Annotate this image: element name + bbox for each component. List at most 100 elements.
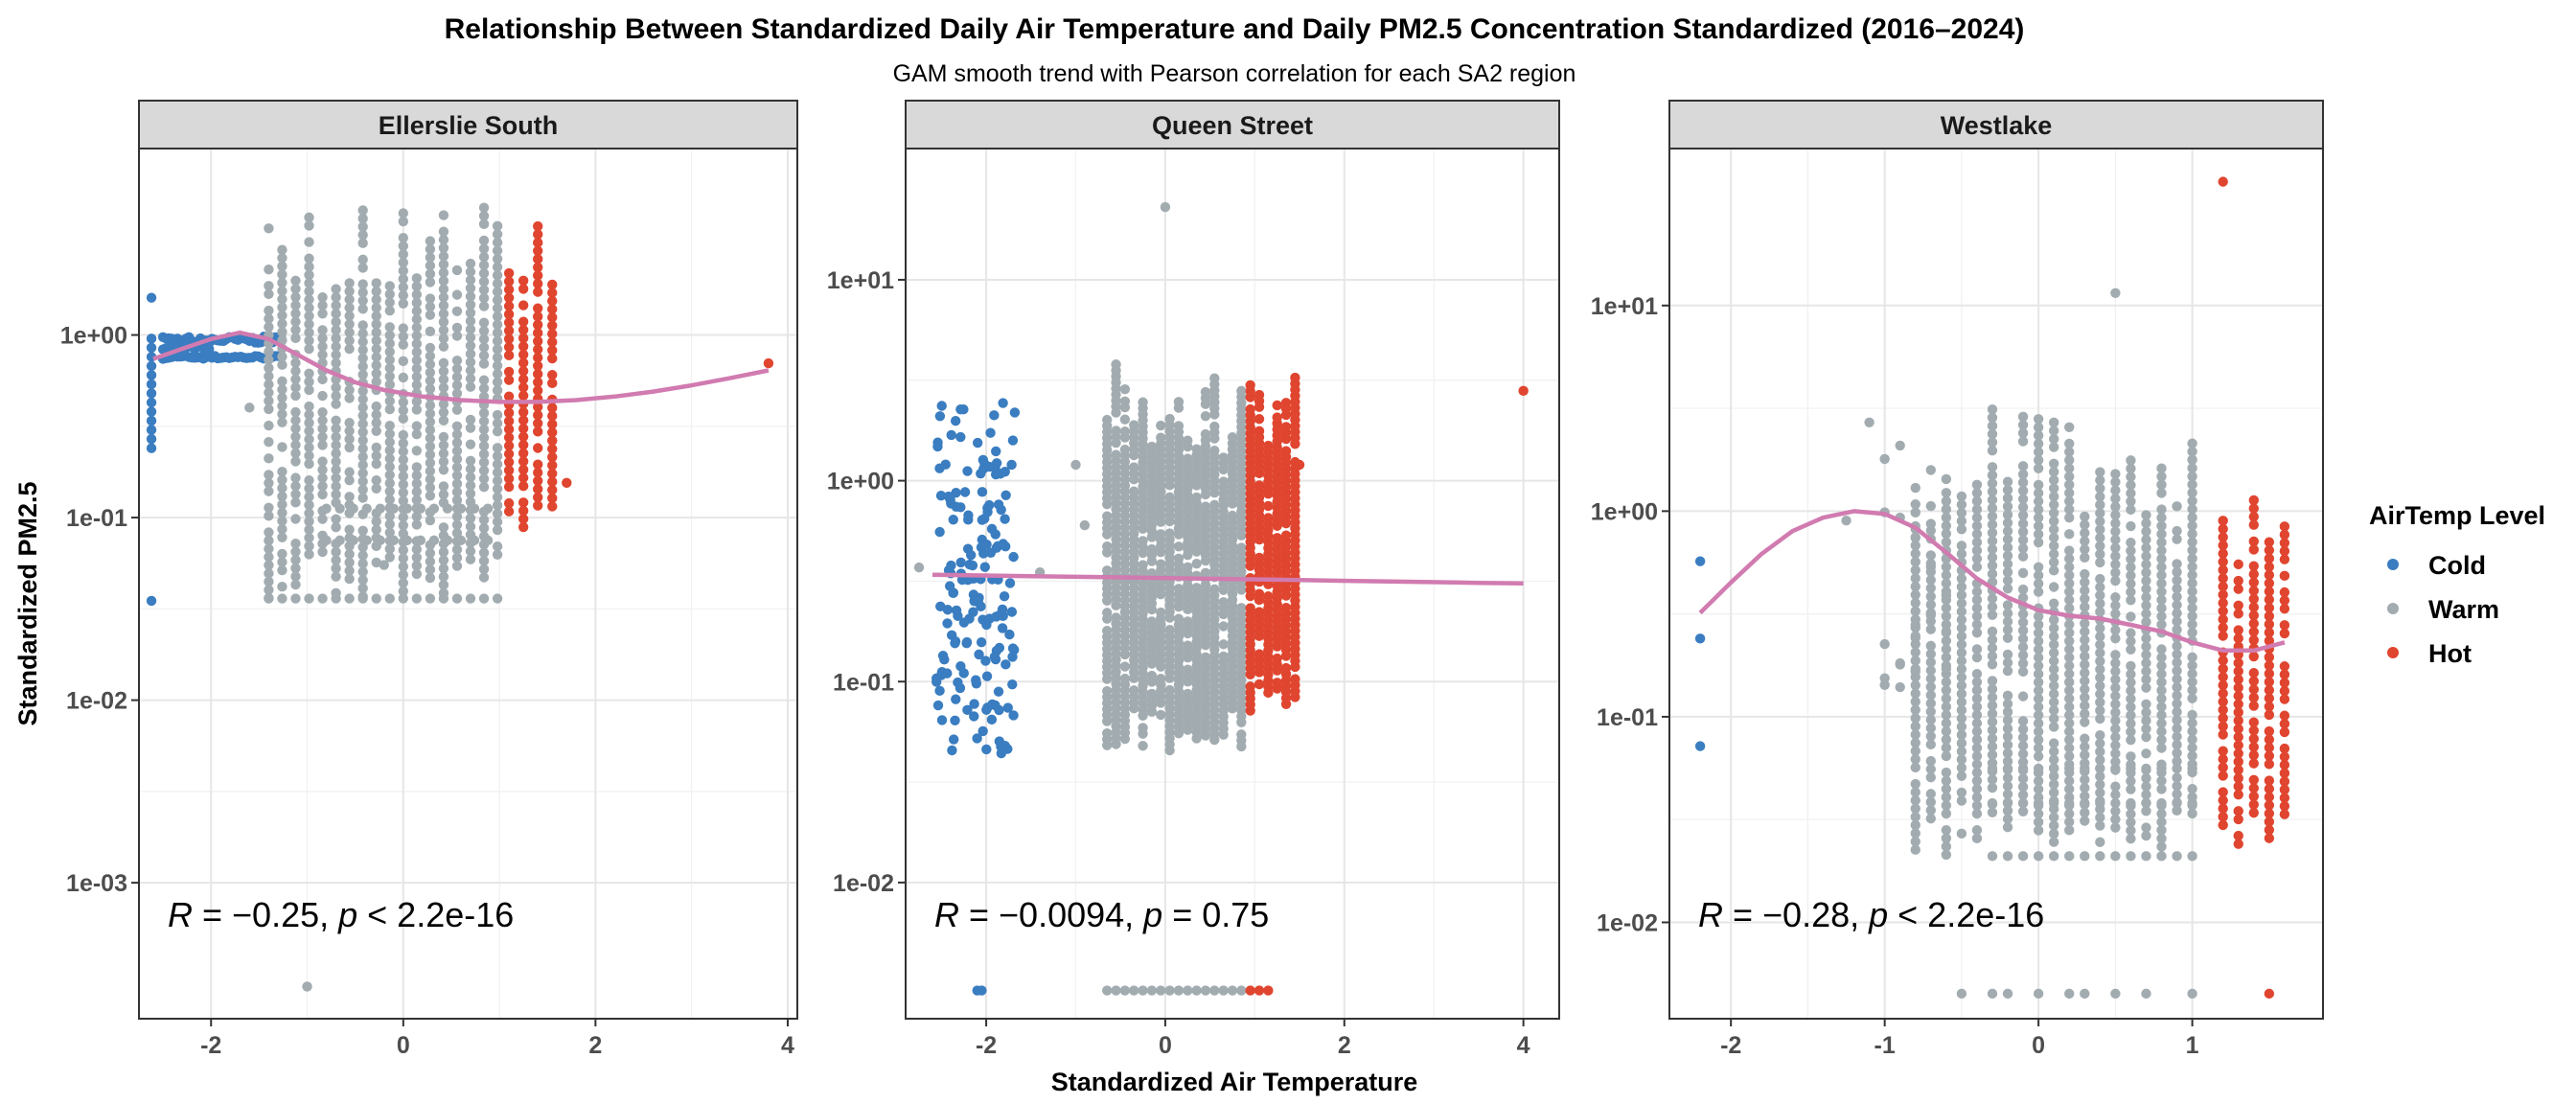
data-point	[2017, 724, 2029, 735]
data-point	[2017, 650, 2029, 660]
data-point	[2033, 513, 2044, 523]
data-point	[478, 218, 490, 230]
data-point	[1956, 770, 1967, 781]
data-point	[1941, 841, 1952, 852]
data-point	[146, 415, 157, 426]
data-point	[317, 593, 328, 604]
data-point	[518, 357, 529, 368]
y-tick-label: 1e-01	[1597, 704, 1658, 731]
data-point	[2172, 591, 2182, 602]
data-point	[478, 292, 490, 304]
data-point	[2002, 559, 2013, 569]
data-point	[478, 276, 490, 288]
data-point	[990, 529, 1000, 540]
data-point	[478, 202, 490, 213]
data-point	[2017, 732, 2029, 743]
data-point	[2033, 750, 2044, 762]
data-point	[2080, 749, 2090, 761]
data-point	[438, 210, 449, 220]
data-point	[2033, 652, 2044, 663]
data-point	[2248, 561, 2259, 571]
data-point	[2017, 477, 2029, 488]
data-point	[455, 503, 467, 514]
data-point	[465, 472, 476, 483]
data-point	[2264, 586, 2275, 597]
data-point	[1956, 738, 1967, 748]
data-point	[2095, 656, 2105, 667]
data-point	[984, 499, 995, 511]
data-point	[1138, 723, 1148, 733]
data-point	[1910, 812, 1920, 822]
data-point	[1956, 688, 1967, 700]
data-point	[304, 368, 314, 379]
data-point	[2080, 602, 2090, 612]
data-point	[264, 346, 274, 357]
data-point	[1910, 619, 1920, 631]
data-point	[2187, 783, 2197, 794]
data-point	[2002, 699, 2013, 709]
data-point	[1987, 552, 1998, 563]
data-point	[1987, 470, 1998, 481]
data-point	[1925, 714, 1937, 725]
data-point	[2218, 589, 2228, 600]
data-point	[2264, 619, 2275, 630]
data-point	[2033, 660, 2044, 671]
data-point	[2264, 988, 2275, 1000]
data-point	[2110, 822, 2121, 833]
data-point	[1007, 435, 1019, 446]
data-point	[334, 535, 345, 546]
data-point	[1245, 603, 1255, 613]
data-point	[425, 482, 436, 493]
data-point	[2002, 715, 2013, 725]
data-point	[2064, 512, 2075, 523]
data-point	[518, 382, 529, 393]
data-point	[1280, 422, 1292, 432]
data-point	[451, 528, 463, 539]
data-point	[264, 568, 274, 579]
data-point	[304, 286, 314, 297]
data-point	[942, 605, 954, 615]
data-point	[2048, 442, 2059, 452]
data-point	[2172, 583, 2182, 594]
data-point	[1987, 733, 1998, 744]
data-point	[438, 341, 449, 352]
data-point	[2095, 697, 2105, 708]
data-point	[357, 558, 368, 569]
data-point	[2033, 537, 2044, 548]
data-point	[375, 535, 385, 546]
data-point	[1971, 479, 1983, 491]
data-point	[411, 281, 423, 292]
data-point	[1956, 499, 1967, 510]
data-point	[357, 295, 368, 306]
data-point	[2218, 688, 2228, 699]
data-point	[562, 477, 572, 489]
x-tick-label: 2	[1338, 1032, 1351, 1059]
data-point	[533, 328, 543, 338]
data-point	[1200, 985, 1211, 996]
data-point	[1183, 616, 1193, 627]
data-point	[2187, 586, 2197, 597]
data-point	[945, 494, 955, 505]
data-point	[1191, 985, 1202, 996]
data-point	[2141, 682, 2151, 693]
data-point	[492, 541, 503, 552]
data-point	[1971, 495, 1983, 507]
data-point	[2002, 534, 2013, 544]
data-point	[146, 388, 157, 399]
data-point	[2110, 501, 2121, 513]
data-point	[317, 333, 328, 344]
data-point	[951, 694, 961, 704]
data-point	[2172, 608, 2182, 619]
data-point	[533, 492, 543, 503]
data-point	[2279, 719, 2290, 729]
data-point	[1956, 795, 1967, 806]
data-point	[290, 448, 301, 459]
data-point	[2172, 797, 2182, 809]
data-point	[2033, 570, 2044, 581]
data-point	[2080, 659, 2090, 670]
data-point	[2064, 635, 2075, 647]
data-point	[2095, 797, 2105, 809]
data-point	[1956, 507, 1967, 518]
data-point	[936, 401, 947, 411]
data-point	[2156, 644, 2167, 655]
